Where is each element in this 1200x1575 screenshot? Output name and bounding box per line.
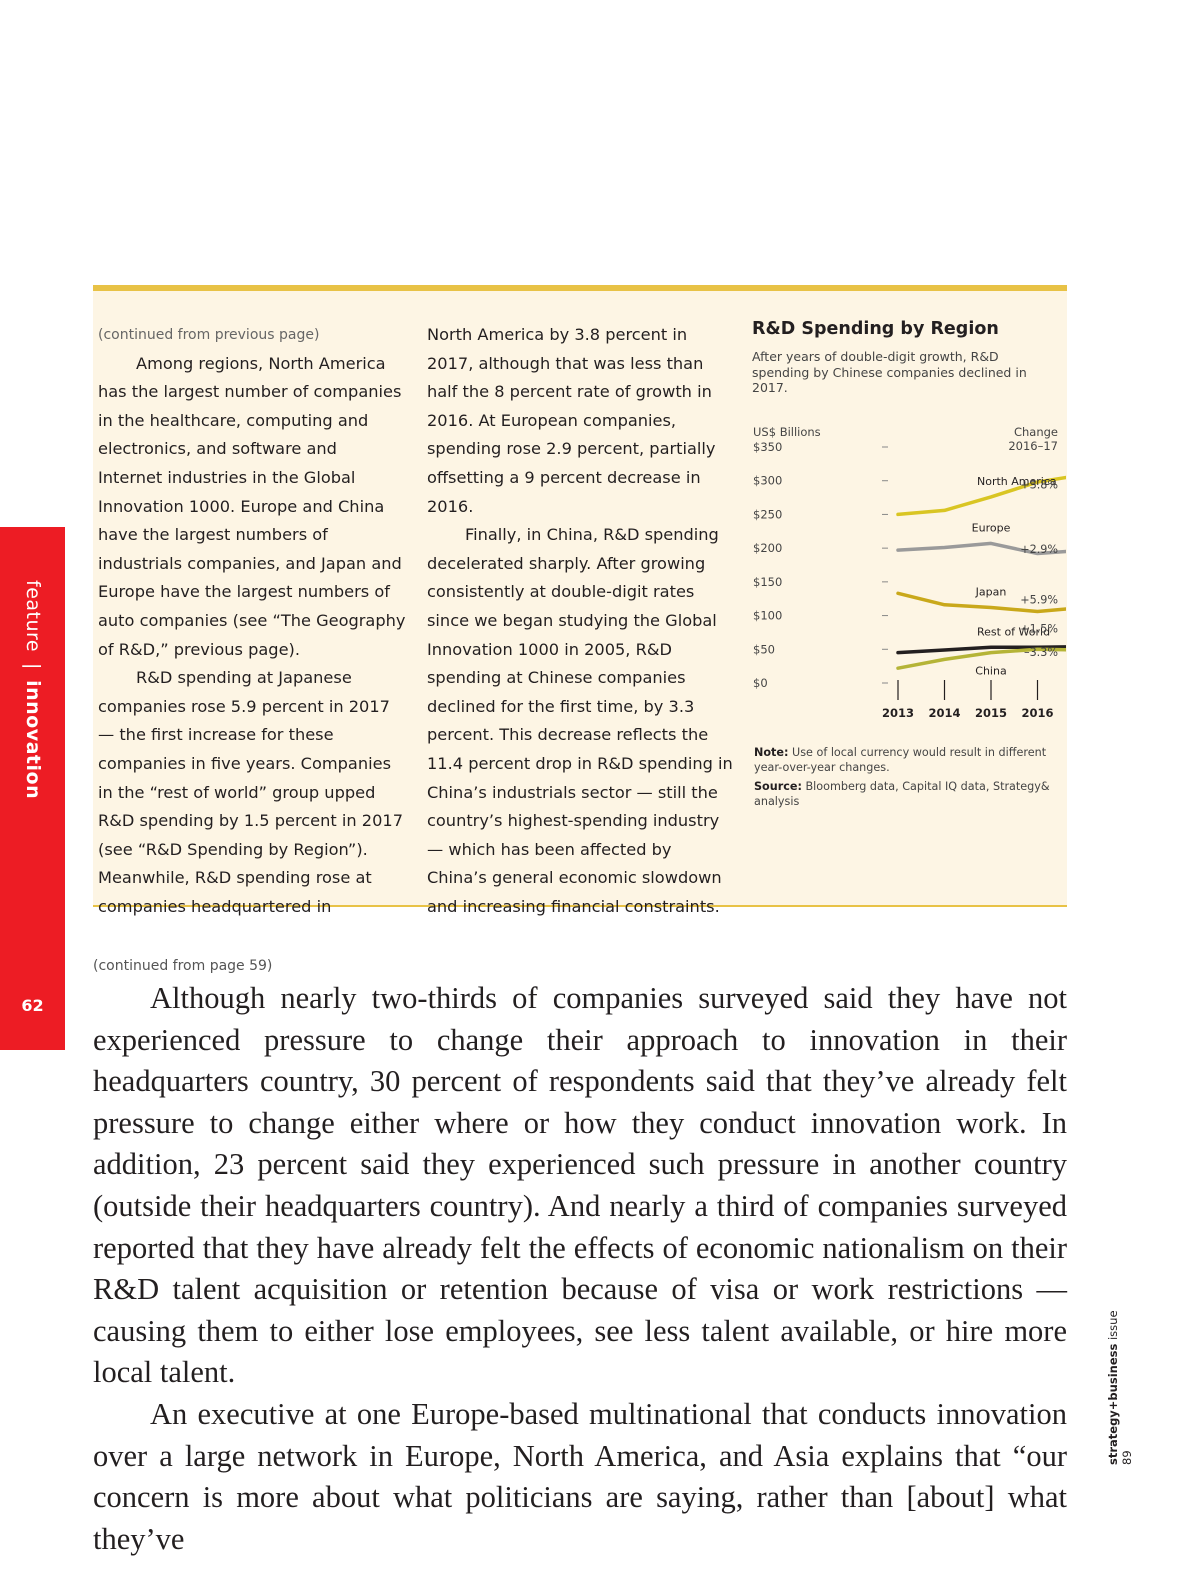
series-label: Europe — [972, 521, 1011, 534]
sidebar-paragraph: Finally, in China, R&D spending decelera… — [427, 525, 733, 916]
chart-notes: Note: Use of local currency would result… — [754, 745, 1054, 809]
change-label: +5.9% — [1020, 593, 1058, 606]
series-line — [896, 475, 1066, 517]
rd-spending-chart: R&D Spending by Region After years of do… — [748, 315, 1066, 815]
page-number: 62 — [21, 996, 44, 1015]
series-line — [896, 591, 1066, 614]
sidebar-continued-note: (continued from previous page) — [98, 327, 320, 343]
y-tick-label: $200 — [753, 541, 782, 555]
y-tick-label: $0 — [753, 676, 768, 690]
chart-note: Note: Use of local currency would result… — [754, 746, 1047, 774]
publication-name: strategy+business — [1106, 1343, 1120, 1465]
sidebar-box: (continued from previous page) Among reg… — [93, 285, 1067, 916]
y-tick-label: $100 — [753, 609, 782, 623]
series-label: China — [975, 665, 1006, 678]
y-tick-label: $300 — [753, 474, 782, 488]
y-tick-label: $150 — [753, 575, 782, 589]
x-tick-label: 2013 — [882, 706, 914, 720]
sidebar-paragraph: R&D spending at Japanese companies rose … — [98, 668, 403, 916]
y-tick-label: $250 — [753, 507, 782, 521]
y-axis-label: US$ Billions — [753, 425, 821, 439]
x-tick-label: 2014 — [928, 706, 960, 720]
y-tick-label: $50 — [753, 642, 775, 656]
x-tick-label: 2015 — [975, 706, 1007, 720]
section-separator: | — [22, 662, 44, 670]
main-continued-note: (continued from page 59) — [93, 958, 273, 974]
change-header: Change — [1014, 425, 1058, 439]
series-label: Rest of World — [977, 625, 1050, 638]
series-line — [896, 541, 1066, 556]
chart-subtitle: After years of double-digit growth, R&D … — [752, 349, 1027, 395]
main-body-text: Although nearly two-thirds of companies … — [93, 978, 1067, 1560]
series-line — [896, 645, 1066, 655]
section-topic: innovation — [22, 680, 44, 800]
change-label: +2.9% — [1020, 543, 1058, 556]
series-line — [896, 647, 1066, 670]
chart-source: Source: Bloomberg data, Capital IQ data,… — [754, 780, 1050, 808]
section-name: feature — [22, 580, 44, 653]
change-label: +3.8% — [1020, 479, 1058, 492]
change-label: –3.3% — [1024, 646, 1058, 659]
body-paragraph: Although nearly two-thirds of companies … — [93, 981, 1067, 1390]
section-label: feature | innovation — [22, 580, 44, 799]
sidebar-column-1: (continued from previous page) Among reg… — [98, 321, 406, 921]
series-label: North America — [977, 475, 1057, 488]
y-tick-label: $350 — [753, 440, 782, 454]
change-header-years: 2016–17 — [1008, 439, 1058, 453]
section-tab — [0, 527, 65, 1050]
change-label: +1.5% — [1020, 623, 1058, 636]
sidebar-paragraph: Among regions, North America has the lar… — [98, 353, 406, 659]
line-chart-plot: US$ Billions Change 2016–17 $350 $300 $250… — [753, 425, 1066, 720]
sidebar-column-2: North America by 3.8 percent in 2017, al… — [427, 321, 735, 921]
chart-title: R&D Spending by Region — [752, 319, 999, 339]
series-label: Japan — [975, 585, 1007, 598]
x-tick-label: 2016 — [1021, 706, 1053, 720]
sidebar-paragraph: North America by 3.8 percent in 2017, al… — [427, 325, 716, 516]
publication-footer: strategy+business issue 89 — [1106, 1305, 1134, 1465]
body-paragraph: An executive at one Europe-based multina… — [93, 1396, 1067, 1556]
